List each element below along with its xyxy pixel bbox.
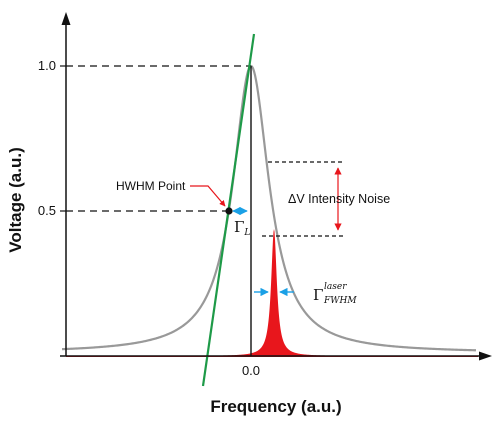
y-axis-title: Voltage (a.u.): [6, 147, 25, 252]
noise-label: ΔV Intensity Noise: [288, 192, 390, 206]
x-axis-arrow-icon: [479, 351, 492, 361]
y-tick-label-05: 0.5: [38, 203, 56, 218]
y-tick-label-1: 1.0: [38, 58, 56, 73]
gamma-laser-superscript: laser: [324, 282, 347, 292]
gamma-l-subscript: L: [243, 228, 250, 238]
x-axis-title: Frequency (a.u.): [210, 397, 341, 416]
gamma-laser-symbol: Γ: [313, 286, 323, 304]
resonance-curve: [61, 64, 477, 352]
gamma-l-label: ΓL: [234, 218, 250, 238]
y-axis-arrow-icon: [61, 12, 71, 25]
hwhm-pointer-line: [190, 185, 226, 207]
x-tick-label-0: 0.0: [242, 363, 260, 378]
hwhm-point-marker: [225, 207, 233, 215]
laser-linewidth-peak: [66, 229, 478, 357]
hwhm-point-label: HWHM Point: [116, 179, 186, 193]
gamma-laser-subscript: FWHM: [323, 296, 357, 306]
